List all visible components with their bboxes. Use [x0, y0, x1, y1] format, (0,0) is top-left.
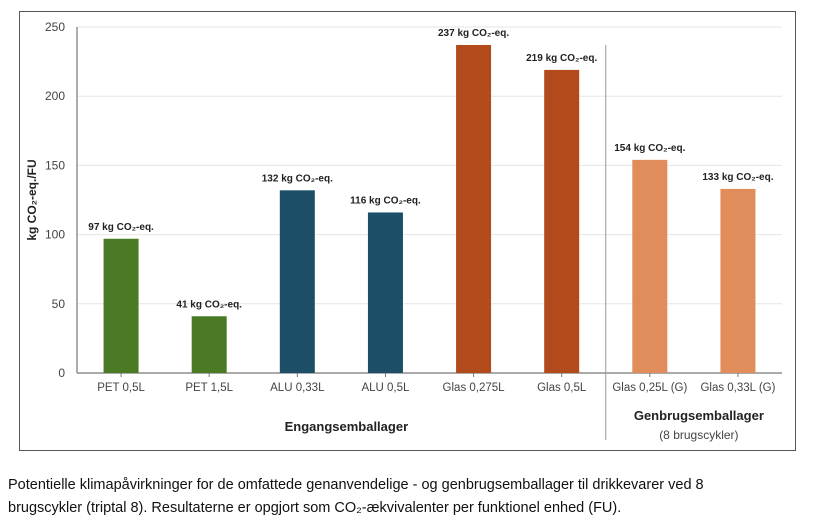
- bar-chart: 0 50 100 150 200 250 kg CO₂-eq./FU 97 kg CO₂-eq…: [25, 20, 782, 442]
- group-label-single-use: Engangsemballager: [285, 419, 409, 434]
- x-tick-label: ALU 0,5L: [361, 382, 410, 394]
- data-label: 237 kg CO₂-eq.: [438, 28, 509, 39]
- data-label: 219 kg CO₂-eq.: [526, 53, 597, 64]
- x-tick-label: Glas 0,5L: [537, 382, 587, 394]
- data-label: 132 kg CO₂-eq.: [262, 173, 333, 184]
- x-tick-label: PET 0,5L: [97, 382, 145, 394]
- y-tick-label: 50: [52, 297, 66, 311]
- y-tick-label: 0: [58, 366, 65, 380]
- y-tick-label: 150: [45, 158, 65, 172]
- x-tick-label: ALU 0,33L: [270, 382, 325, 394]
- caption-line-2: brugscykler (triptal 8). Resultaterne er…: [8, 500, 622, 516]
- x-tick-label: PET 1,5L: [185, 382, 233, 394]
- bar: [544, 69, 580, 374]
- bar: [367, 212, 403, 373]
- group-label-reusable: Genbrugsemballager: [634, 408, 764, 423]
- chart-frame: [19, 11, 796, 451]
- data-label: 133 kg CO₂-eq.: [702, 172, 773, 183]
- figure-caption: Potentielle klimapåvirkninger for de omf…: [8, 474, 813, 520]
- x-tick-label: Glas 0,25L (G): [612, 382, 687, 394]
- data-label: 116 kg CO₂-eq.: [350, 195, 421, 206]
- bar: [279, 190, 315, 373]
- bar: [103, 238, 139, 373]
- bar: [632, 159, 668, 373]
- caption-line-1: Potentielle klimapåvirkninger for de omf…: [8, 477, 704, 493]
- bar: [191, 316, 227, 373]
- x-tick-label: Glas 0,33L (G): [700, 382, 775, 394]
- y-tick-label: 200: [45, 89, 65, 103]
- bar: [720, 188, 756, 373]
- data-label: 154 kg CO₂-eq.: [614, 143, 685, 154]
- data-label: 41 kg CO₂-eq.: [176, 299, 242, 310]
- x-tick-label: Glas 0,275L: [443, 382, 506, 394]
- y-axis-title: kg CO₂-eq./FU: [25, 159, 39, 240]
- data-label: 97 kg CO₂-eq.: [88, 222, 154, 233]
- y-tick-label: 250: [45, 20, 65, 34]
- group-sublabel-reusable: (8 brugscykler): [659, 428, 738, 442]
- bar: [456, 44, 492, 373]
- y-tick-label: 100: [45, 228, 65, 242]
